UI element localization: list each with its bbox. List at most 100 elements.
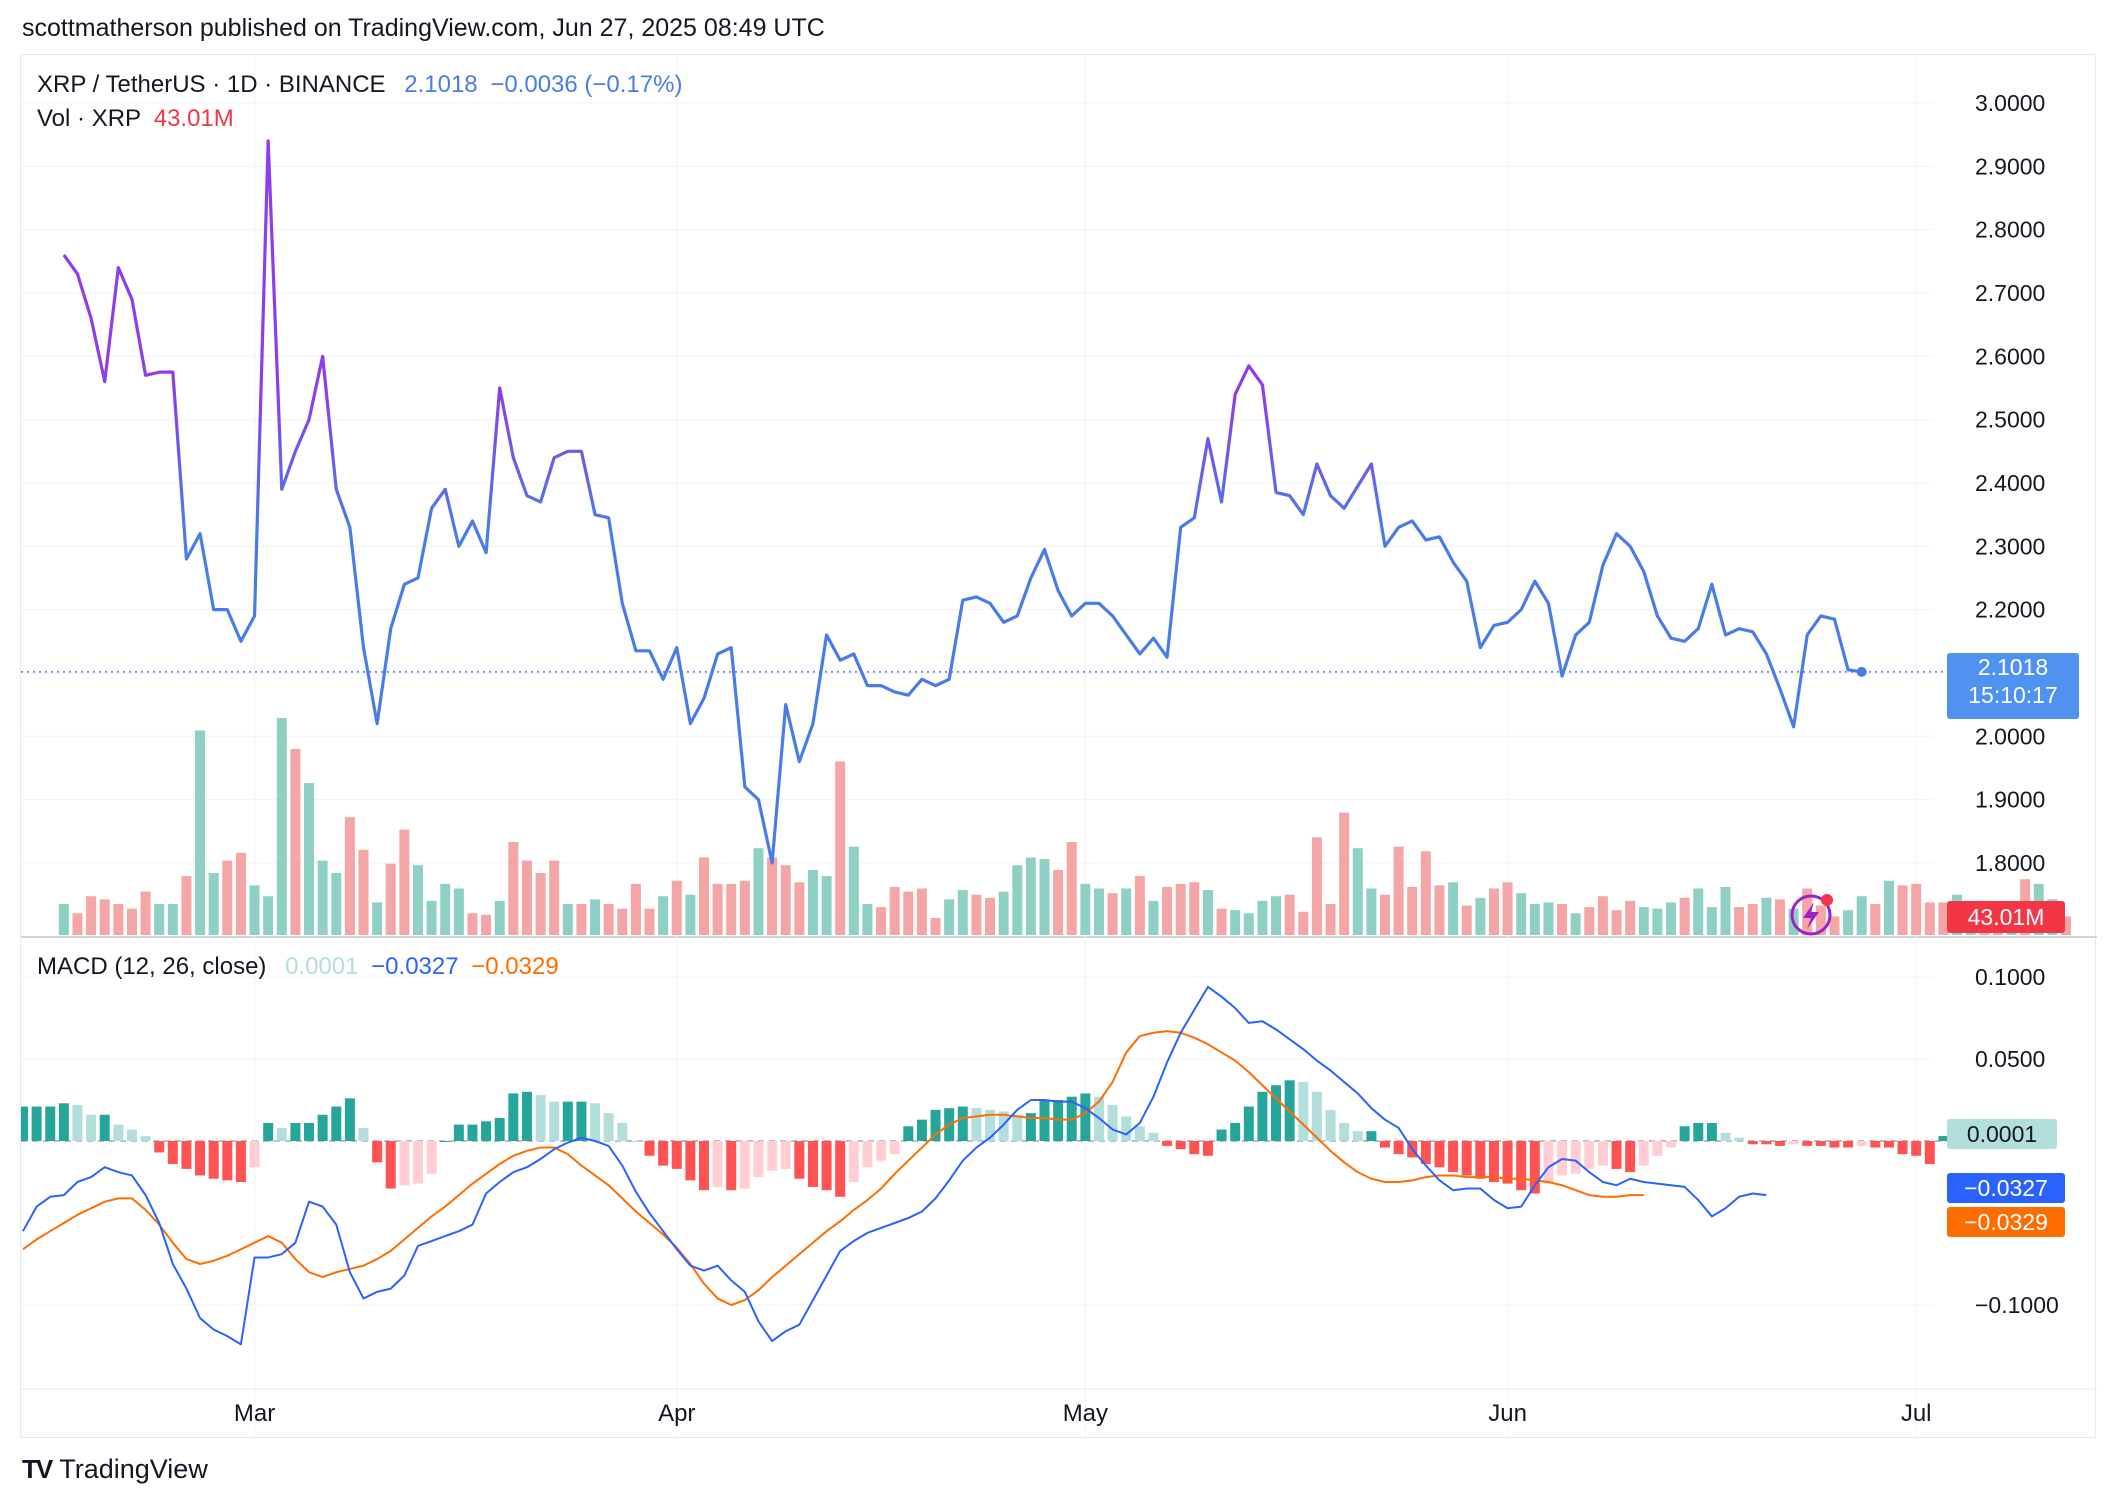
volume-bar	[794, 882, 805, 935]
volume-bar	[1924, 902, 1935, 935]
price-tick-label: 2.4000	[1975, 470, 2045, 496]
macd-histogram-bar	[1243, 1106, 1254, 1141]
macd-histogram-bar	[835, 1141, 846, 1197]
macd-histogram-bar	[685, 1141, 696, 1181]
volume-bar	[304, 783, 315, 935]
macd-tick-label: 0.0500	[1975, 1046, 2045, 1072]
chart-frame[interactable]: 3.0000 2.9000 2.8000 2.7000 2.6000 2.5000 2.40…	[20, 54, 2097, 1439]
macd-histogram-bar	[1720, 1132, 1731, 1141]
macd-histogram-bar	[794, 1141, 805, 1179]
macd-histogram-bar	[58, 1103, 69, 1141]
volume-bar	[494, 900, 505, 935]
macd-histogram-bar	[699, 1141, 709, 1191]
volume-bar	[1488, 888, 1499, 935]
macd-histogram-bar	[290, 1122, 301, 1141]
macd-histogram-bar	[21, 1106, 28, 1141]
volume-bar	[590, 899, 601, 935]
volume-bar	[998, 891, 1009, 935]
volume-bar	[1148, 900, 1159, 935]
footer-brand[interactable]: TV TradingView	[22, 1454, 208, 1485]
volume-bar	[985, 897, 996, 935]
macd-histogram-bar	[1271, 1085, 1282, 1141]
macd-histogram-bar	[385, 1141, 396, 1189]
macd-histogram-bar	[494, 1118, 505, 1141]
volume-bar	[889, 886, 900, 935]
macd-histogram-bar	[1230, 1122, 1241, 1141]
volume-bar	[344, 817, 355, 935]
volume-bar	[739, 880, 750, 935]
volume-bar	[86, 896, 97, 935]
volume-bar	[1502, 882, 1513, 935]
volume-bar	[1706, 907, 1717, 935]
volume-bar	[2061, 916, 2071, 935]
volume-bar	[263, 896, 274, 935]
macd-histogram-bar	[249, 1141, 260, 1168]
volume-bar	[426, 900, 437, 935]
volume-bar	[1325, 904, 1336, 935]
volume-bar	[821, 876, 832, 935]
volume-bar	[712, 883, 723, 935]
macd-histogram-bar	[412, 1141, 423, 1184]
macd-histogram-bar	[1870, 1141, 1881, 1148]
volume-bar	[1393, 846, 1404, 935]
volume-bar	[699, 857, 709, 935]
volume-bar	[208, 873, 219, 935]
macd-histogram-bar	[807, 1141, 818, 1187]
macd-histogram-bar	[998, 1111, 1009, 1141]
volume-bar	[944, 899, 955, 935]
macd-histogram-bar	[331, 1106, 342, 1141]
volume-bar	[971, 894, 982, 935]
volume-legend-label[interactable]: Vol · XRP	[37, 105, 142, 132]
macd-histogram-bar	[1761, 1141, 1772, 1145]
volume-bar	[1720, 886, 1731, 935]
macd-histogram-bar	[1666, 1141, 1677, 1148]
last-price-dot	[1856, 666, 1867, 677]
volume-bar	[1448, 882, 1459, 935]
volume-bar	[576, 904, 587, 935]
macd-line-tag: −0.0327	[1947, 1173, 2065, 1203]
macd-histogram-bar	[1897, 1141, 1908, 1155]
macd-histogram-bar	[739, 1141, 750, 1189]
volume-bar	[1815, 905, 1826, 935]
macd-histogram-bar	[344, 1098, 355, 1141]
macd-histogram-bar	[1802, 1141, 1813, 1146]
price-line-series	[62, 139, 1862, 865]
volume-bar	[181, 876, 192, 935]
macd-legend-hist: 0.0001	[285, 953, 359, 980]
volume-bar	[862, 904, 873, 935]
tradingview-logo-icon: TV	[22, 1454, 53, 1484]
chart-canvas[interactable]: 3.0000 2.9000 2.8000 2.7000 2.6000 2.5000 2.40…	[21, 55, 2097, 1439]
time-axis-label: Jun	[1488, 1400, 1527, 1427]
macd-histogram-bar	[222, 1141, 233, 1181]
volume-bar	[521, 860, 532, 935]
volume-bar	[1897, 885, 1908, 935]
macd-tick-label: −0.1000	[1975, 1292, 2059, 1318]
macd-hist-tag: 0.0001	[1947, 1119, 2057, 1149]
macd-histogram-bar	[1488, 1141, 1499, 1182]
volume-bar	[1162, 886, 1173, 935]
macd-histogram-bar	[126, 1129, 137, 1141]
volume-bar	[467, 913, 478, 935]
macd-histogram-bar	[862, 1141, 873, 1168]
macd-legend-label[interactable]: MACD (12, 26, close)	[37, 953, 267, 980]
volume-bar	[1883, 880, 1894, 935]
macd-histogram-bar	[1734, 1137, 1745, 1141]
volume-bar	[1175, 883, 1186, 935]
volume-bar	[603, 904, 614, 935]
macd-histogram-bar	[1924, 1141, 1935, 1164]
volume-bar	[167, 904, 178, 935]
volume-bar	[1529, 904, 1540, 935]
volume-bar	[372, 902, 383, 935]
volume-bar	[1638, 907, 1649, 935]
volume-bar	[916, 888, 927, 935]
volume-bar	[1597, 896, 1608, 935]
macd-histogram-bar	[508, 1093, 519, 1141]
macd-histogram-bar	[1352, 1131, 1363, 1141]
macd-histogram-bar	[1543, 1141, 1554, 1184]
macd-histogram-bar	[1189, 1141, 1200, 1155]
macd-histogram-bar	[195, 1141, 206, 1176]
volume-bar	[957, 890, 968, 935]
price-tick-label: 2.7000	[1975, 280, 2045, 306]
symbol-legend[interactable]: XRP / TetherUS · 1D · BINANCE	[37, 71, 386, 98]
macd-histogram-bar	[630, 1141, 641, 1142]
